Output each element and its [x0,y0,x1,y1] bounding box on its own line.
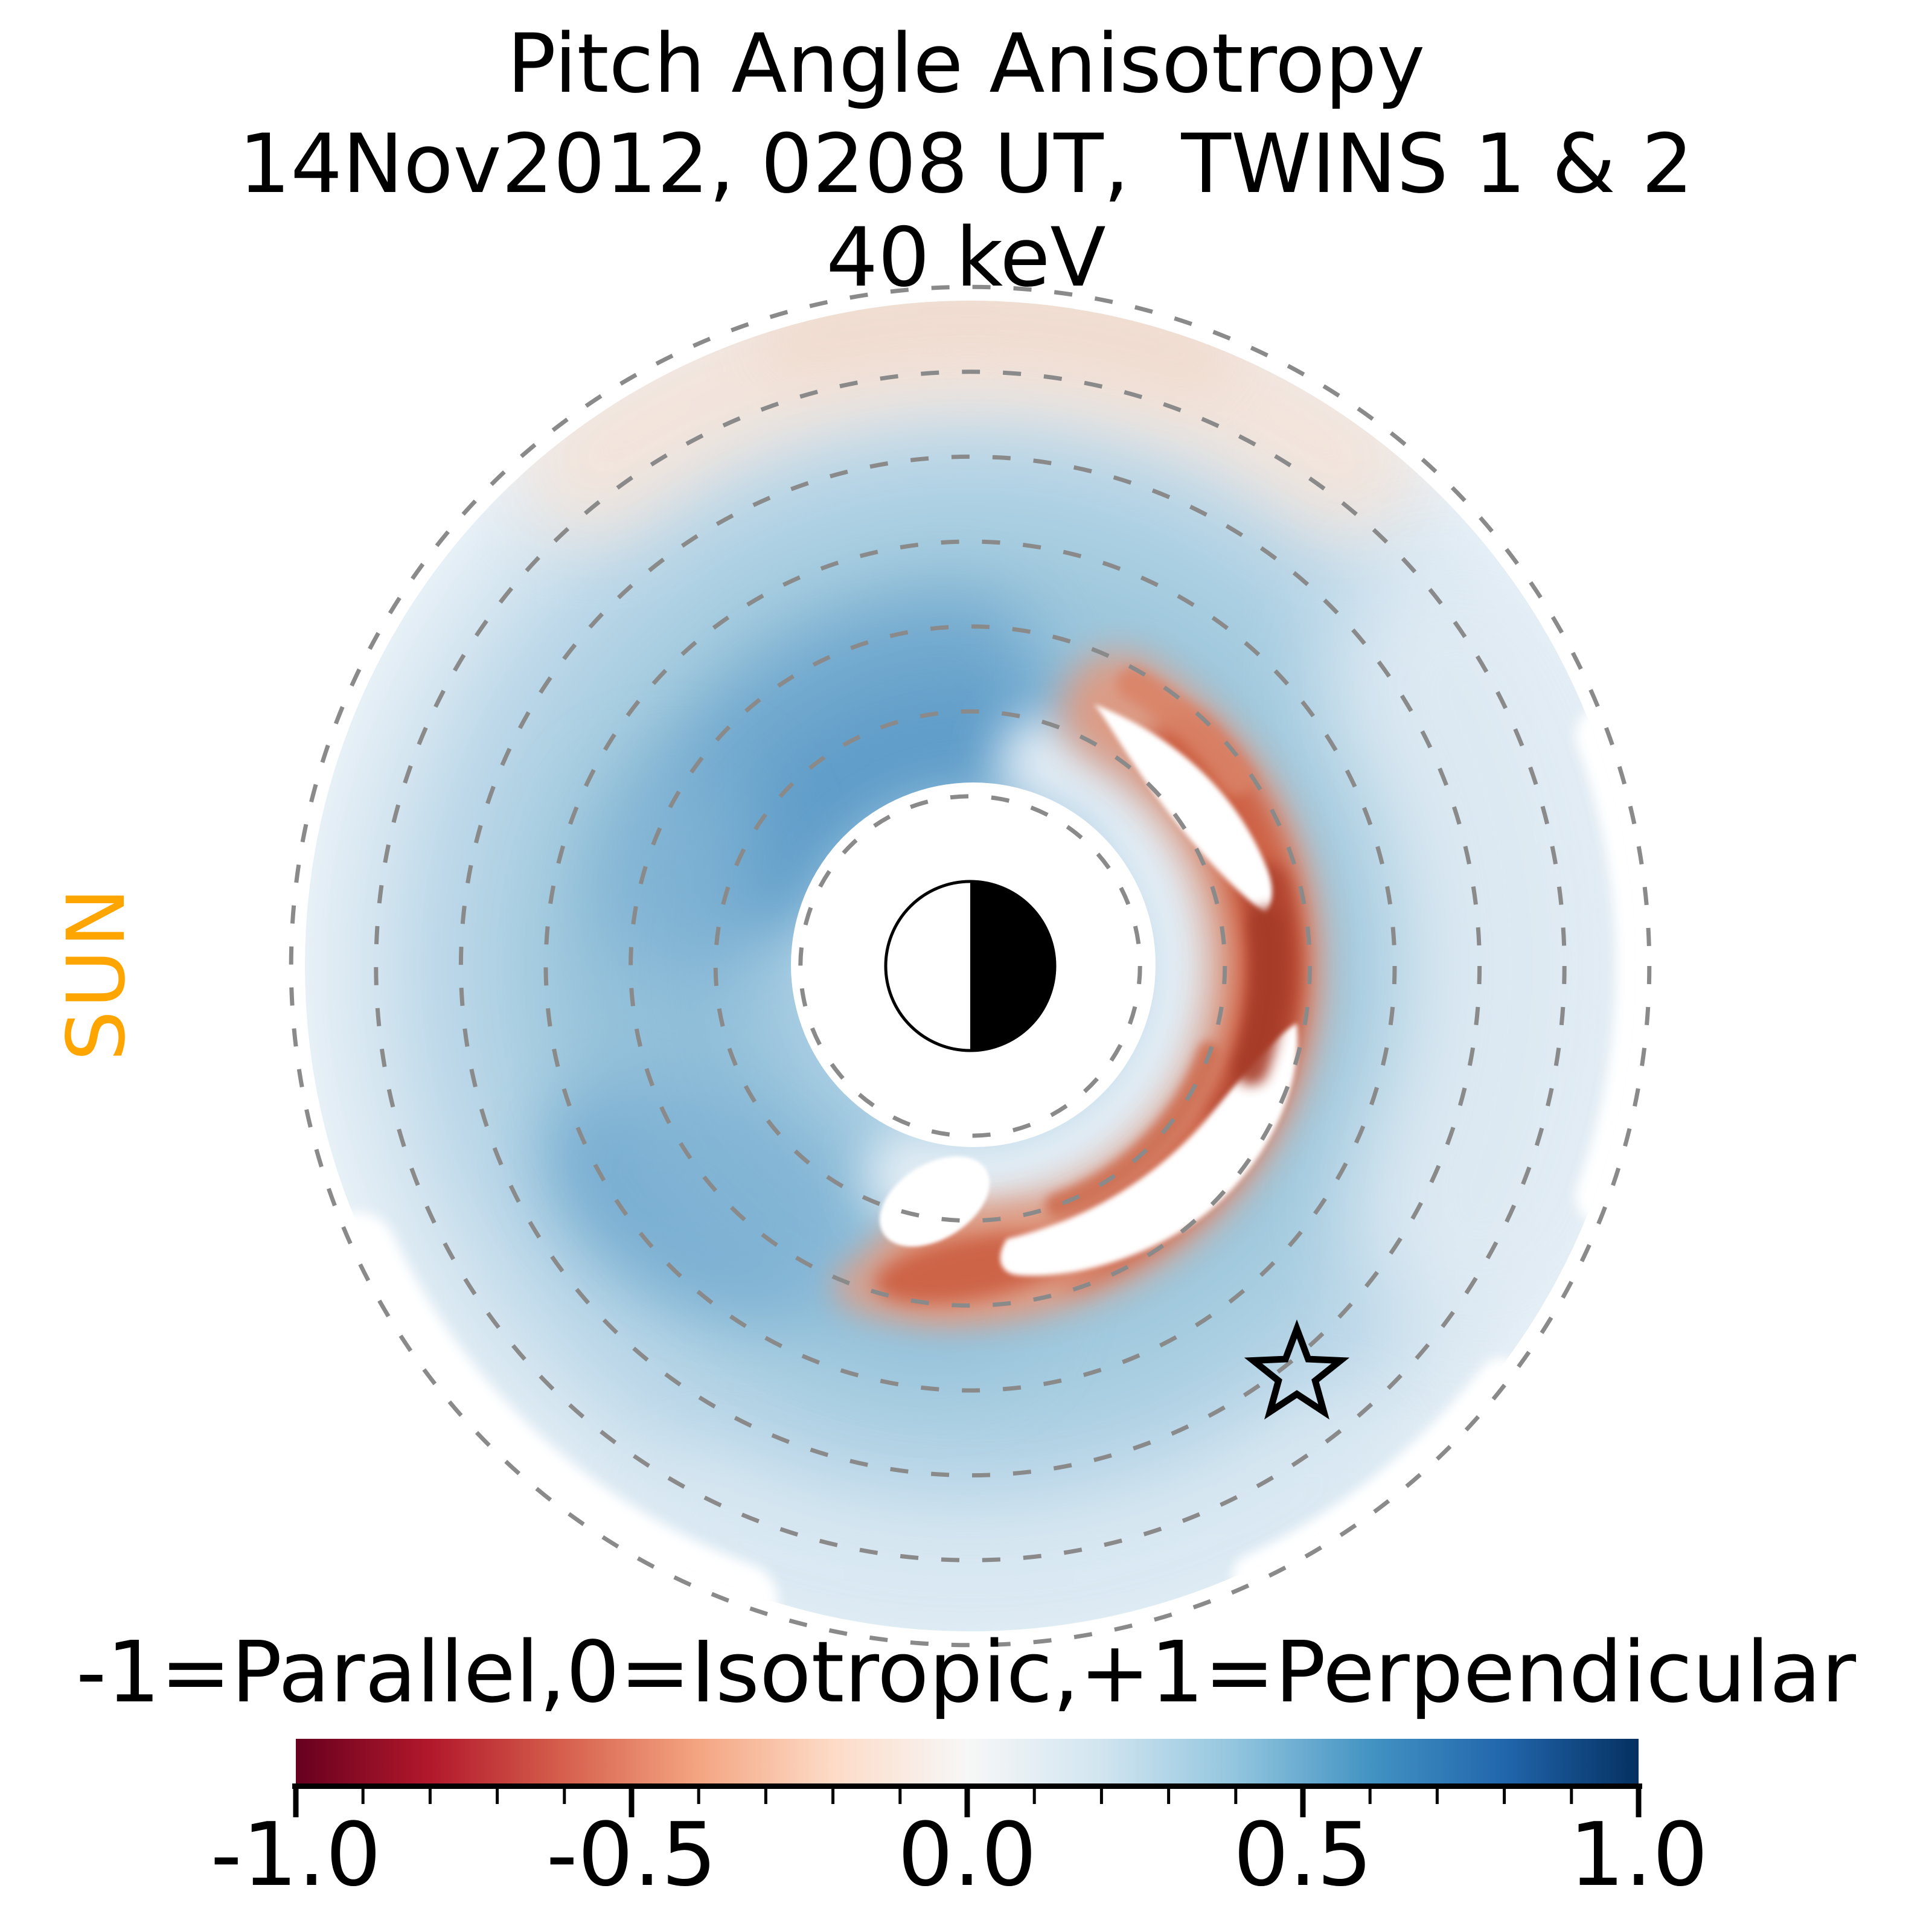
l-shell-ring [289,284,1652,1648]
l-shell-ring [798,794,1142,1138]
anisotropy-heatmap [305,301,1636,1631]
earth-nightside [970,881,1055,1051]
colorbar-tick-label: 0.5 [1233,1804,1373,1906]
white-data-gap-upper [1094,704,1272,913]
sun-direction-label: SUN [50,885,143,1061]
colorbar-tick-label: -0.5 [546,1804,717,1906]
colorbar-tick-labels: -1.0 -0.5 0.0 0.5 1.0 [211,1804,1709,1906]
l-shell-ring [543,539,1397,1393]
l-shell-ring [458,454,1482,1478]
earth-icon [884,880,1057,1052]
colorbar-label: -1=Parallel,0=Isotropic,+1=Perpendicular [76,1623,1857,1722]
pale-wedge-right [1326,555,1636,1333]
l-shell-ring [374,369,1567,1563]
inner-mask-extension [880,1156,990,1247]
l-shell-ring [713,709,1227,1223]
anisotropy-map [289,284,1652,1648]
red-inner-lining [1046,1041,1220,1216]
pink-region-top-core [757,301,1238,401]
l-shell-rings [289,284,1652,1648]
pale-wedge-bottom [635,1403,1399,1631]
colorbar-ticks [293,1786,1642,1817]
figure-energy-label: 40 keV [826,210,1105,305]
pale-halo-near-mask [866,714,1235,1232]
figure-title: Pitch Angle Anisotropy [507,16,1425,111]
figure-subtitle-date-instrument: 14Nov2012, 0208 UT, TWINS 1 & 2 [238,117,1693,211]
colorbar-tick-label: 0.0 [898,1804,1037,1906]
red-arc-channel [1233,907,1287,1086]
colorbar: -1=Parallel,0=Isotropic,+1=Perpendicular… [76,1623,1857,1906]
star-marker-icon [1244,1319,1350,1420]
colorbar-tick-label: 1.0 [1569,1804,1709,1906]
colorbar-tick-label: -1.0 [211,1804,382,1906]
red-arc-top-lining [1116,667,1254,796]
colorbar-gradient-bar [296,1739,1639,1786]
l-shell-ring [629,624,1312,1308]
